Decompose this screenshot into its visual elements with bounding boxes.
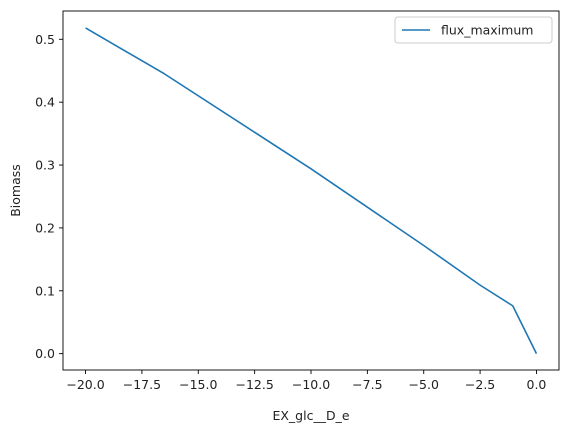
y-tick-label: 0.3 — [35, 158, 55, 173]
series-layer — [85, 27, 538, 355]
y-axis-ticks: 0.0 0.1 0.2 0.3 0.4 0.5 — [35, 32, 63, 361]
plot-background — [63, 11, 559, 370]
x-tick-label: −17.5 — [123, 377, 161, 392]
legend: flux_maximum — [394, 16, 553, 44]
x-tick-label: −2.5 — [465, 377, 495, 392]
y-tick-label: 0.4 — [35, 95, 55, 110]
x-tick-label: −20.0 — [66, 377, 104, 392]
y-axis-label: Biomass — [8, 164, 23, 217]
x-tick-label: −12.5 — [235, 377, 273, 392]
legend-entry-label: flux_maximum — [441, 23, 533, 38]
x-axis-label: EX_glc__D_e — [272, 408, 349, 423]
x-tick-label: 0.0 — [527, 377, 547, 392]
legend-box — [394, 16, 553, 44]
x-tick-label: −7.5 — [352, 377, 382, 392]
y-tick-label: 0.0 — [35, 346, 55, 361]
y-tick-label: 0.2 — [35, 220, 55, 235]
x-tick-label: −15.0 — [179, 377, 217, 392]
y-tick-label: 0.1 — [35, 283, 55, 298]
y-tick-label: 0.5 — [35, 32, 55, 47]
x-axis-ticks: −20.0 −17.5 −15.0 −12.5 −10.0 −7.5 −5.0 −2.5 0.0 — [66, 370, 546, 392]
x-tick-label: −5.0 — [409, 377, 439, 392]
x-tick-label: −10.0 — [292, 377, 330, 392]
series-line-flux_maximum — [85, 27, 538, 355]
